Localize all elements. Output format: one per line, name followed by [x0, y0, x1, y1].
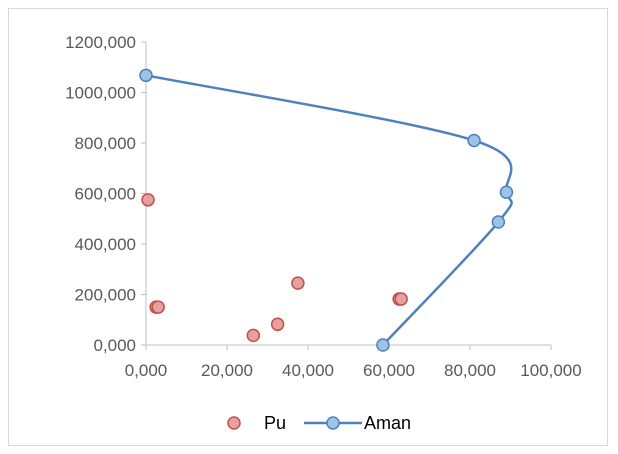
- y-tick-label: 200,000: [75, 286, 136, 305]
- series-line-aman: [145, 74, 513, 346]
- data-point-pu: [141, 193, 155, 207]
- x-tick-label: 40,000: [282, 361, 334, 380]
- data-point-aman: [139, 68, 153, 83]
- legend: Pu Aman: [227, 413, 411, 433]
- data-point-aman: [491, 215, 506, 229]
- legend-label-aman: Aman: [364, 413, 411, 433]
- y-tick-label: 600,000: [75, 185, 136, 204]
- scatter-chart: 0,000 200,000 400,000 600,000 800,000 1000,00…: [65, 33, 582, 433]
- y-tick-label: 1200,000: [65, 33, 136, 52]
- data-point-pu: [270, 317, 285, 332]
- y-tick-label: 1000,000: [65, 84, 136, 103]
- y-tick-label: 0,000: [93, 336, 136, 355]
- x-tick-label: 60,000: [363, 361, 415, 380]
- axes: 0,000 200,000 400,000 600,000 800,000 1000,00…: [65, 33, 582, 380]
- legend-marker-aman: [326, 416, 340, 430]
- data-point-aman: [467, 133, 481, 148]
- x-tick-label: 20,000: [201, 361, 253, 380]
- data-point-aman: [499, 185, 514, 199]
- x-tick-label: 0,000: [125, 361, 168, 380]
- y-tick-label: 400,000: [75, 235, 136, 254]
- data-point-aman: [376, 338, 390, 352]
- x-tick-label: 100,000: [520, 361, 581, 380]
- data-point-pu: [151, 300, 165, 314]
- y-tick-label: 800,000: [75, 134, 136, 153]
- legend-marker-pu: [227, 416, 241, 430]
- x-tick-label: 80,000: [444, 361, 496, 380]
- data-point-pu: [291, 276, 305, 290]
- series-layer: [139, 68, 514, 352]
- legend-label-pu: Pu: [264, 413, 286, 433]
- chart-frame: 0,000 200,000 400,000 600,000 800,000 1000,00…: [8, 8, 608, 446]
- data-point-pu: [394, 292, 408, 306]
- data-point-pu: [246, 328, 261, 343]
